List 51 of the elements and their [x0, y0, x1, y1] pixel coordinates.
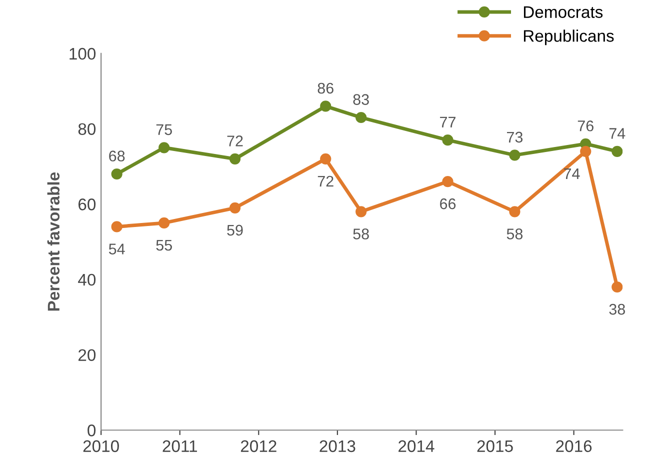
point: [612, 146, 623, 157]
point: [111, 221, 122, 232]
point: [320, 153, 332, 164]
point: [158, 142, 170, 154]
x-tick-label: 2012: [240, 440, 276, 452]
data-label: 86: [318, 82, 334, 94]
data-label: 75: [156, 124, 172, 136]
point: [442, 176, 454, 188]
y-tick-label: 20: [78, 349, 96, 361]
data-label: 38: [609, 304, 625, 315]
data-label: 74: [564, 168, 580, 179]
point: [158, 217, 170, 229]
point: [442, 134, 454, 146]
point: [229, 202, 241, 214]
data-label: 72: [227, 136, 243, 146]
x-tick-label: 2014: [398, 440, 434, 452]
y-axis-title: Percent favorable: [47, 172, 60, 311]
point: [356, 112, 367, 124]
x-tick-label: 2011: [162, 440, 197, 452]
data-label: 76: [578, 120, 594, 132]
x-tick-label: 2010: [83, 440, 119, 452]
y-tick-label: 100: [70, 48, 96, 60]
data-label: 72: [318, 176, 334, 186]
data-label: 73: [507, 132, 523, 143]
data-label: 66: [440, 198, 456, 210]
y-tick-label: 40: [78, 274, 96, 286]
data-label: 59: [227, 224, 243, 236]
point: [612, 281, 623, 293]
point: [111, 168, 122, 180]
point: [320, 100, 332, 112]
data-label: 55: [156, 240, 172, 251]
data-label: 74: [609, 128, 626, 139]
y-tick-label: 80: [78, 123, 96, 136]
y-tick-label: 0: [88, 424, 96, 436]
x-tick-label: 2015: [477, 440, 513, 452]
data-label: 68: [109, 150, 125, 162]
legend-label: Republicans: [524, 30, 614, 46]
point: [509, 150, 520, 161]
point: [580, 146, 592, 157]
x-tick-label: 2016: [556, 440, 592, 452]
data-label: 58: [506, 228, 523, 240]
data-label: 83: [353, 94, 369, 105]
point: [509, 206, 520, 218]
data-label: 58: [353, 228, 369, 240]
data-label: 54: [108, 244, 125, 254]
data-label: 77: [440, 116, 456, 128]
y-tick-label: 60: [78, 198, 96, 210]
x-tick-label: 2013: [320, 440, 356, 452]
point: [229, 153, 241, 164]
legend-label: Democrats: [524, 6, 603, 18]
point: [356, 206, 367, 218]
